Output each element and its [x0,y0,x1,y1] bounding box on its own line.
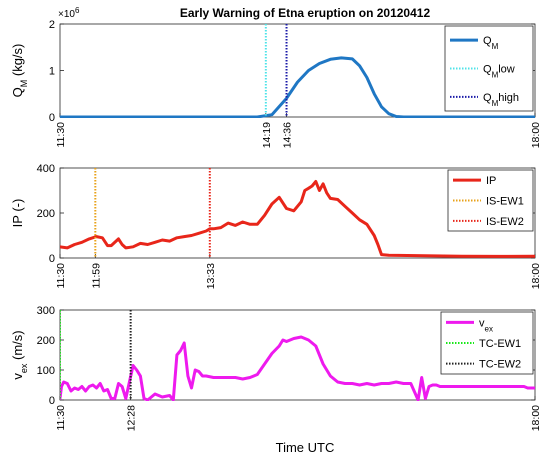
legend-label-sub: M [492,98,499,107]
y-tick-label: 200 [37,208,55,220]
y-tick-label: 0 [49,112,55,124]
y-tick-label: 1 [49,66,55,78]
legend-label: QMlow [483,64,515,80]
y-axis-label: QM (kg/s) [10,44,29,98]
y-axis-label-main: Q [10,87,25,97]
x-tick-label: 14:19 [261,122,273,148]
y-exponent-label: ×106 [58,6,80,21]
legend-label-main: IP [486,175,496,187]
x-tick-label: 11:30 [55,263,67,289]
y-axis-label-tail: (m/s) [10,330,25,363]
x-tick-label: 13:33 [205,263,217,289]
legend-label-main: IS-EW2 [486,216,524,228]
x-tick-label: 14:36 [282,122,294,148]
legend-label-tail: low [498,64,515,76]
y-axis-label-sub: M [19,80,29,88]
y-axis-label-main: v [10,373,25,380]
y-tick-label: 400 [37,163,55,175]
y-tick-label: 300 [37,305,55,317]
x-tick-label: 11:30 [55,122,67,148]
y-tick-label: 0 [49,253,55,265]
x-tick-label: 12:28 [126,405,138,431]
x-tick-label: 18:00 [530,122,542,148]
y-axis-label: IP (-) [10,199,25,228]
legend-label: IP [486,175,496,187]
x-tick-label: 11:59 [90,263,102,289]
y-tick-label: 100 [37,365,55,377]
legend-label-sub: ex [485,324,493,333]
legend-label: IS-EW2 [486,216,524,228]
x-tick-label: 18:00 [530,263,542,289]
legend-label-tail: high [498,92,519,104]
x-axis-label: Time UTC [276,440,335,455]
legend-label-main: TC-EW2 [479,359,521,371]
legend-label: QMhigh [483,92,519,108]
y-exponent-power: 6 [75,6,80,15]
legend-label: TC-EW2 [479,359,521,371]
series-line [60,56,535,118]
y-axis-label-sub: ex [19,363,29,373]
legend: IP IS-EW1 IS-EW2 [447,169,534,232]
series-layer [60,310,535,401]
legend-label-sub: M [492,70,499,79]
legend-label: QM [483,35,499,51]
legend-label-main: Q [483,92,492,104]
x-tick-label: 18:00 [530,405,542,431]
legend-label-main: Q [483,64,492,76]
y-tick-label: 0 [49,395,55,407]
legend-label-main: Q [483,35,492,47]
y-axis-label-tail: (kg/s) [10,44,25,80]
legend-label-main: TC-EW1 [479,338,521,350]
chart-panel-ip: 0 200 400 11:30 11:59 13:33 18:00 IP (-) IP IS-EW… [10,163,542,289]
legend: vex TC-EW1 TC-EW2 [440,311,534,375]
y-tick-label: 2 [49,19,55,31]
series-line [60,180,535,258]
legend-label: IS-EW1 [486,196,524,208]
legend-label-sub: M [492,42,499,51]
series-line [60,335,535,401]
legend-label-main: IS-EW1 [486,196,524,208]
legend-label-main: v [479,317,485,329]
legend-label: vex [479,317,493,333]
x-tick-label: 11:30 [55,405,67,431]
y-axis-label-main: IP (-) [10,199,25,228]
series-layer [60,168,535,258]
series-layer [60,24,535,118]
y-axis-label: vex (m/s) [10,330,29,379]
chart-title: Early Warning of Etna eruption on 201204… [180,6,431,20]
legend-label: TC-EW1 [479,338,521,350]
y-tick-label: 200 [37,335,55,347]
